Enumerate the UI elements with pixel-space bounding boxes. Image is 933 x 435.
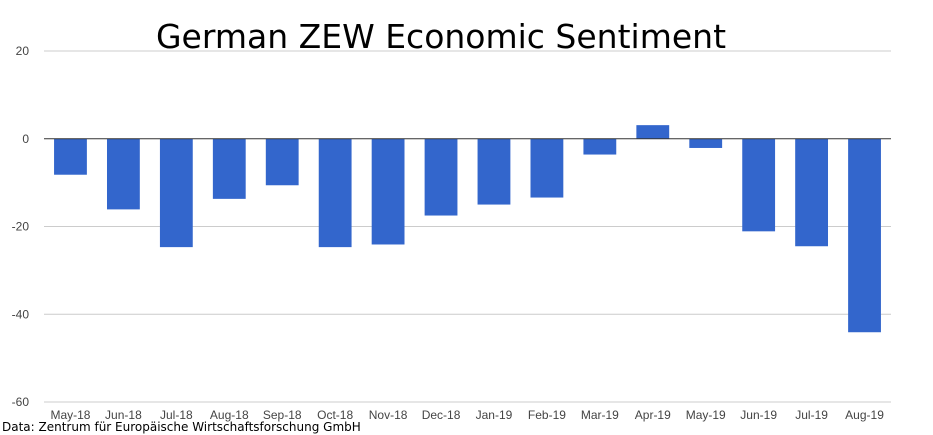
bar [106, 138, 140, 210]
x-axis-ticks: May-18 Jun-18 Jul-18 Aug-18 Sep-18 Oct-18 Nov-… [50, 408, 884, 422]
bar [265, 138, 299, 186]
x-tick-label: Dec-18 [422, 408, 461, 422]
y-tick-label: -60 [12, 395, 30, 409]
x-tick-label: Mar-19 [581, 408, 619, 422]
y-tick-label: 0 [22, 132, 29, 146]
x-tick-label: Jun-18 [105, 408, 142, 422]
chart-title: German ZEW Economic Sentiment [156, 17, 726, 56]
bar [530, 138, 564, 198]
bar [159, 138, 193, 248]
bar [742, 138, 776, 232]
x-tick-label: Feb-19 [528, 408, 566, 422]
bar [318, 138, 352, 248]
bar [583, 138, 617, 155]
bar [636, 125, 670, 139]
bar [424, 138, 458, 216]
x-tick-label: Jun-19 [740, 408, 777, 422]
x-tick-label: Apr-19 [635, 408, 671, 422]
source-note: Data: Zentrum für Europäische Wirtschaft… [2, 420, 361, 434]
y-tick-label: -20 [12, 220, 30, 234]
x-tick-label: Jan-19 [476, 408, 513, 422]
bar [689, 138, 723, 148]
y-axis-ticks: 20 0 -20 -40 -60 [12, 44, 30, 409]
bar [54, 138, 87, 175]
x-tick-label: Aug-18 [210, 408, 249, 422]
x-tick-label: May-18 [50, 408, 90, 422]
bar [848, 138, 881, 333]
bar [795, 138, 829, 247]
x-tick-label: Nov-18 [369, 408, 408, 422]
x-tick-label: May-19 [686, 408, 726, 422]
x-tick-label: Oct-18 [317, 408, 353, 422]
bar [371, 138, 405, 245]
bars [54, 125, 881, 333]
x-tick-label: Jul-19 [795, 408, 828, 422]
y-tick-label: -40 [12, 307, 30, 321]
x-tick-label: Jul-18 [160, 408, 193, 422]
bar [477, 138, 511, 205]
y-tick-label: 20 [16, 44, 30, 58]
bar [212, 138, 246, 199]
x-tick-label: Sep-18 [263, 408, 302, 422]
x-tick-label: Aug-19 [845, 408, 884, 422]
